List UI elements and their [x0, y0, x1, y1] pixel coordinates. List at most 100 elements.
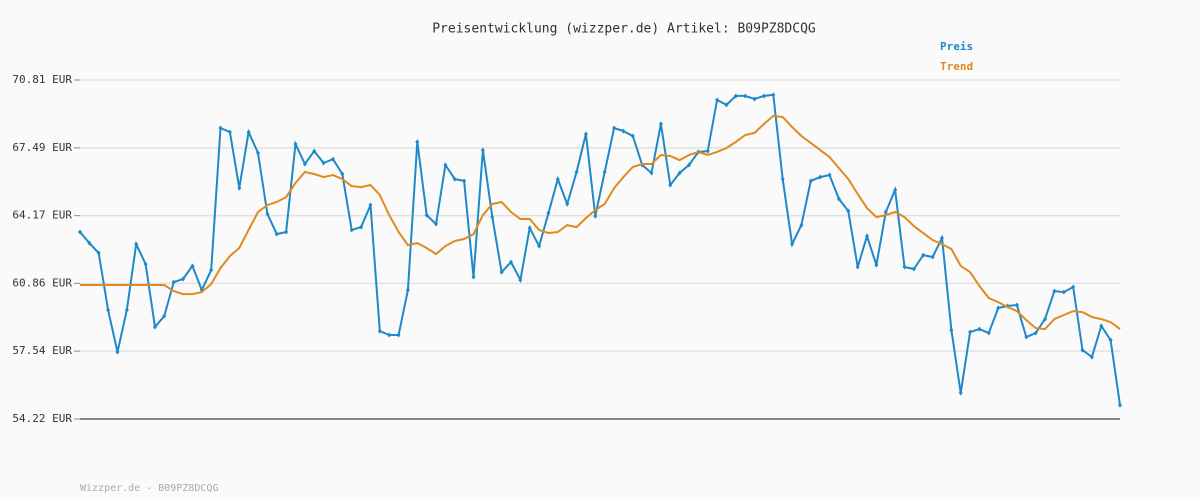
point	[480, 147, 485, 153]
point	[302, 161, 307, 167]
point	[349, 227, 354, 233]
point	[780, 176, 785, 182]
point	[246, 129, 251, 135]
point	[256, 150, 261, 156]
point	[405, 287, 410, 293]
point	[602, 169, 607, 175]
point	[1014, 302, 1019, 308]
point	[1118, 402, 1122, 408]
point	[124, 307, 129, 313]
point	[968, 329, 973, 335]
point	[752, 96, 757, 102]
point	[1052, 288, 1057, 294]
point	[874, 262, 879, 268]
point	[855, 264, 860, 270]
point	[1043, 316, 1048, 322]
point	[1071, 284, 1076, 290]
point	[152, 324, 157, 330]
point	[452, 176, 457, 182]
point	[986, 330, 991, 336]
point	[1080, 347, 1085, 353]
point	[1024, 334, 1029, 340]
point	[115, 349, 120, 355]
point	[265, 211, 270, 217]
point	[583, 131, 588, 137]
point	[790, 241, 795, 247]
point	[930, 254, 935, 260]
y-tick-label: 67.49 EUR	[12, 141, 72, 154]
point	[799, 222, 804, 228]
point	[490, 214, 495, 220]
point	[312, 148, 317, 154]
point	[143, 261, 148, 267]
point	[743, 93, 748, 99]
point	[808, 178, 813, 184]
point	[996, 305, 1001, 311]
legend-label: Preis	[940, 40, 973, 53]
point	[340, 171, 345, 177]
point	[715, 97, 720, 103]
point	[508, 259, 513, 265]
point	[359, 224, 364, 230]
point	[209, 267, 214, 273]
point	[733, 93, 738, 99]
point	[677, 170, 682, 176]
point	[293, 141, 298, 147]
point	[162, 313, 167, 319]
y-tick-label: 64.17 EUR	[12, 209, 72, 222]
point	[705, 148, 710, 154]
point	[546, 210, 551, 216]
point	[949, 327, 954, 333]
point	[527, 225, 532, 231]
point	[106, 307, 111, 313]
point	[134, 241, 139, 247]
footer: Wizzper.de - B09PZ8DCQG	[80, 483, 218, 494]
point	[78, 229, 82, 235]
point	[771, 92, 776, 98]
point	[958, 390, 963, 396]
point	[415, 139, 420, 145]
point	[687, 162, 692, 168]
point	[387, 332, 392, 338]
point	[1089, 354, 1094, 360]
point	[218, 125, 223, 131]
point	[649, 170, 654, 176]
point	[668, 182, 673, 188]
point	[921, 252, 926, 258]
point	[96, 250, 101, 256]
point	[368, 202, 373, 208]
point	[555, 176, 560, 182]
point	[377, 328, 382, 334]
point	[171, 279, 176, 285]
point	[499, 269, 504, 275]
point	[471, 274, 476, 280]
point	[977, 326, 982, 332]
point	[443, 162, 448, 168]
point	[593, 213, 598, 219]
y-tick-label: 60.86 EUR	[12, 276, 72, 289]
point	[836, 196, 841, 202]
point	[462, 178, 467, 184]
point	[574, 169, 579, 175]
point	[190, 263, 195, 269]
point	[818, 174, 823, 180]
point	[724, 102, 729, 108]
point	[827, 172, 832, 178]
point	[396, 332, 401, 338]
y-tick-label: 57.54 EUR	[12, 344, 72, 357]
point	[434, 221, 439, 227]
point	[330, 156, 335, 162]
point	[612, 125, 617, 131]
y-tick-label: 70.81 EUR	[12, 73, 72, 86]
point	[181, 276, 186, 282]
point	[274, 231, 279, 237]
point	[658, 121, 663, 127]
point	[939, 235, 944, 241]
point	[537, 243, 542, 249]
point	[565, 201, 570, 207]
point	[424, 212, 429, 218]
point	[883, 209, 888, 215]
point	[1108, 337, 1113, 343]
point	[1033, 330, 1038, 336]
